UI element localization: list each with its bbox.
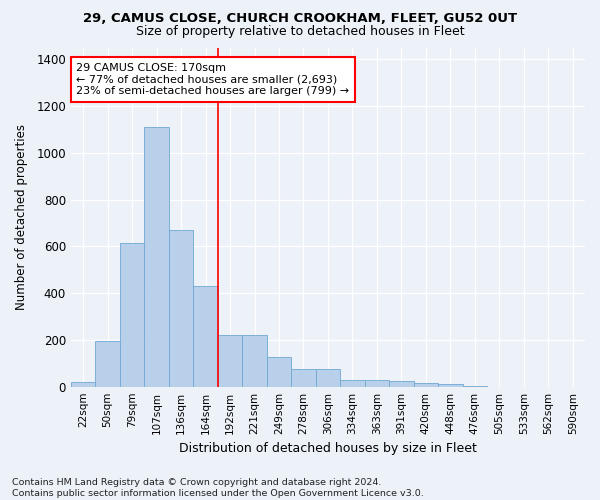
Bar xyxy=(193,286,218,386)
Bar xyxy=(413,383,438,386)
Bar xyxy=(71,382,95,386)
Bar xyxy=(145,127,169,386)
X-axis label: Distribution of detached houses by size in Fleet: Distribution of detached houses by size … xyxy=(179,442,477,455)
Bar xyxy=(267,358,291,386)
Bar xyxy=(218,335,242,386)
Text: Size of property relative to detached houses in Fleet: Size of property relative to detached ho… xyxy=(136,25,464,38)
Bar xyxy=(389,381,413,386)
Bar xyxy=(291,369,316,386)
Bar xyxy=(365,380,389,386)
Bar xyxy=(340,380,365,386)
Text: 29, CAMUS CLOSE, CHURCH CROOKHAM, FLEET, GU52 0UT: 29, CAMUS CLOSE, CHURCH CROOKHAM, FLEET,… xyxy=(83,12,517,26)
Bar xyxy=(438,384,463,386)
Bar xyxy=(169,230,193,386)
Bar xyxy=(120,243,145,386)
Bar xyxy=(242,335,267,386)
Text: 29 CAMUS CLOSE: 170sqm
← 77% of detached houses are smaller (2,693)
23% of semi-: 29 CAMUS CLOSE: 170sqm ← 77% of detached… xyxy=(76,63,349,96)
Bar xyxy=(316,369,340,386)
Bar xyxy=(95,341,120,386)
Y-axis label: Number of detached properties: Number of detached properties xyxy=(15,124,28,310)
Text: Contains HM Land Registry data © Crown copyright and database right 2024.
Contai: Contains HM Land Registry data © Crown c… xyxy=(12,478,424,498)
